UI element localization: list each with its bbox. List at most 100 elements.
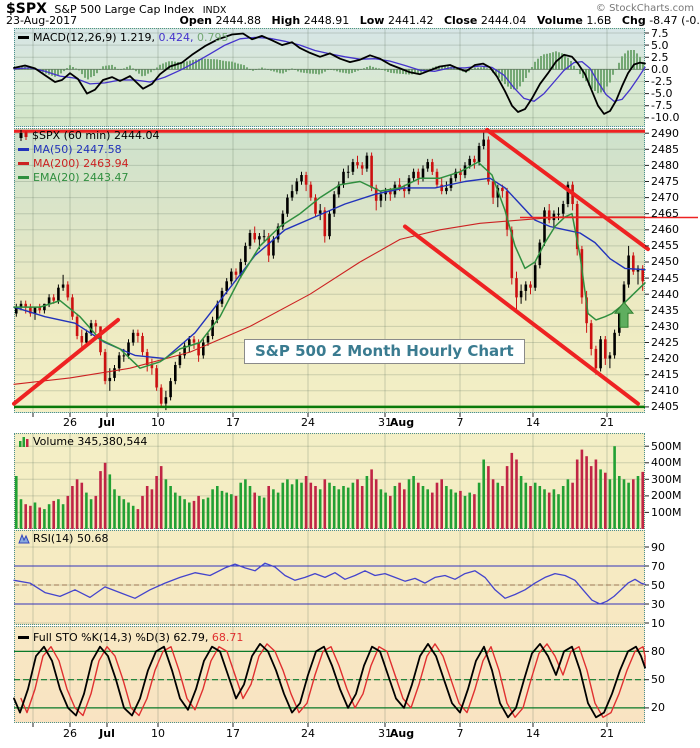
y-axis-label: 0.0 [651,63,669,76]
open-label: Open [179,14,213,27]
y-axis-label: 70 [651,560,665,573]
y-axis-label: 2.5 [651,51,669,64]
x-axis-label: 21 [600,416,614,429]
y-axis-label: 20 [651,701,665,714]
change-label: Chg [621,14,646,27]
x-axis-label: 17 [226,727,240,740]
quote-date: 23-Aug-2017 [6,14,78,27]
y-axis-label: 5.0 [651,39,669,52]
ma200-swatch-icon [18,162,29,165]
x-axis-label: 7 [456,727,464,740]
low-value: 2441.42 [387,14,434,27]
ema20-swatch-icon [18,176,29,179]
ema20-legend-text: EMA(20) 2443.47 [33,171,129,184]
high-label: High [271,14,301,27]
x-axis-label: 10 [151,416,165,429]
x-axis-label: 10 [151,727,165,740]
x-axis-label: 24 [301,727,315,740]
ticker-name: S&P 500 Large Cap Index [54,3,195,16]
change-value: -8.47 (-0.35%) [649,14,700,27]
sto-k-swatch-icon [18,636,29,639]
rsi-panel [14,530,645,625]
ma200-legend-text: MA(200) 2463.94 [33,157,129,170]
y-axis-label: 2435 [651,304,679,317]
volume-legend-text: Volume 345,380,544 [33,435,148,448]
macd-line-swatch-icon [18,36,29,39]
x-axis-label: Aug [389,416,415,429]
y-axis-label: -2.5 [651,75,673,88]
y-axis-label: 10 [651,617,665,630]
x-axis-label: Jul [99,416,115,429]
x-axis-label: 24 [301,416,315,429]
ma50-swatch-icon [18,148,29,151]
close-label: Close [443,14,478,27]
y-axis-label: 200M [651,489,682,502]
y-axis-label: 400M [651,456,682,469]
volume-legend: Volume 345,380,544 [18,435,147,450]
x-axis-label: 14 [526,416,540,429]
chart-title-annotation: S&P 500 2 Month Hourly Chart [244,339,525,364]
x-axis-label: 31 [378,416,392,429]
y-axis-label: 2410 [651,384,679,397]
y-axis-label: -5.0 [651,87,673,100]
x-axis-label: 31 [378,727,392,740]
y-axis-label: 50 [651,579,665,592]
ticker-exchange: INDX [202,5,227,16]
y-axis-label: 2445 [651,272,679,285]
y-axis-label: 100M [651,506,682,519]
y-axis-label: 2475 [651,175,679,188]
rsi-area-icon [18,533,30,547]
open-value: 2444.88 [215,14,262,27]
y-axis-label: 2490 [651,127,679,140]
x-axis-label: 26 [63,416,77,429]
copyright-text: © StockCharts.com [595,3,694,14]
bottom-x-axis [0,723,700,742]
y-axis-label: -7.5 [651,99,673,112]
y-axis-label: 2430 [651,320,679,333]
macd-legend: MACD(12,26,9) 1.219, 0.424, 0.795 [18,31,229,44]
y-axis-label: 2480 [651,159,679,172]
high-value: 2448.91 [303,14,350,27]
y-axis-label: 2470 [651,191,679,204]
ma50-legend-text: MA(50) 2447.58 [33,143,122,156]
y-axis-label: 2455 [651,239,679,252]
y-axis-label: 300M [651,473,682,486]
sto-k-legend-text: Full STO %K(14,3) %D(3) 62.79, [33,631,209,644]
volume-label: Volume [536,14,583,27]
y-axis-label: 500M [651,440,682,453]
y-axis-label: 30 [651,598,665,611]
y-axis-label: 2465 [651,207,679,220]
y-axis-label: 2420 [651,352,679,365]
rsi-legend: RSI(14) 50.68 [18,532,108,547]
x-axis-label: 17 [226,416,240,429]
macd-signal-value: 0.424, [155,31,194,44]
y-axis-label: 2450 [651,255,679,268]
x-axis-label: 26 [63,727,77,740]
macd-legend-text: MACD(12,26,9) 1.219, [33,31,156,44]
x-axis-label: Aug [389,727,415,740]
y-axis-label: 90 [651,541,665,554]
price-x-axis [0,413,700,432]
x-axis-label: 7 [456,416,464,429]
volume-bars-icon [18,436,30,450]
stochastics-legend: Full STO %K(14,3) %D(3) 62.79, 68.71 [18,631,243,644]
sto-d-value: 68.71 [208,631,244,644]
y-axis-label: 80 [651,645,665,658]
low-label: Low [359,14,385,27]
ticker-symbol: $SPX [6,1,47,17]
y-axis-label: 2405 [651,400,679,413]
close-value: 2444.04 [480,14,527,27]
price-legend: $SPX (60 min) 2444.04 MA(50) 2447.58 MA(… [18,129,159,185]
y-axis-label: -10.0 [651,111,680,124]
macd-hist-value: 0.795 [193,31,229,44]
y-axis-label: 2485 [651,143,679,156]
x-axis-label: 14 [526,727,540,740]
y-axis-label: 2425 [651,336,679,349]
spx-legend-text: $SPX (60 min) 2444.04 [32,129,160,142]
y-axis-label: 2460 [651,223,679,236]
volume-value: 1.6B [586,14,612,27]
y-axis-label: 7.5 [651,27,669,40]
x-axis-label: Jul [99,727,115,740]
rsi-legend-text: RSI(14) 50.68 [33,532,109,545]
